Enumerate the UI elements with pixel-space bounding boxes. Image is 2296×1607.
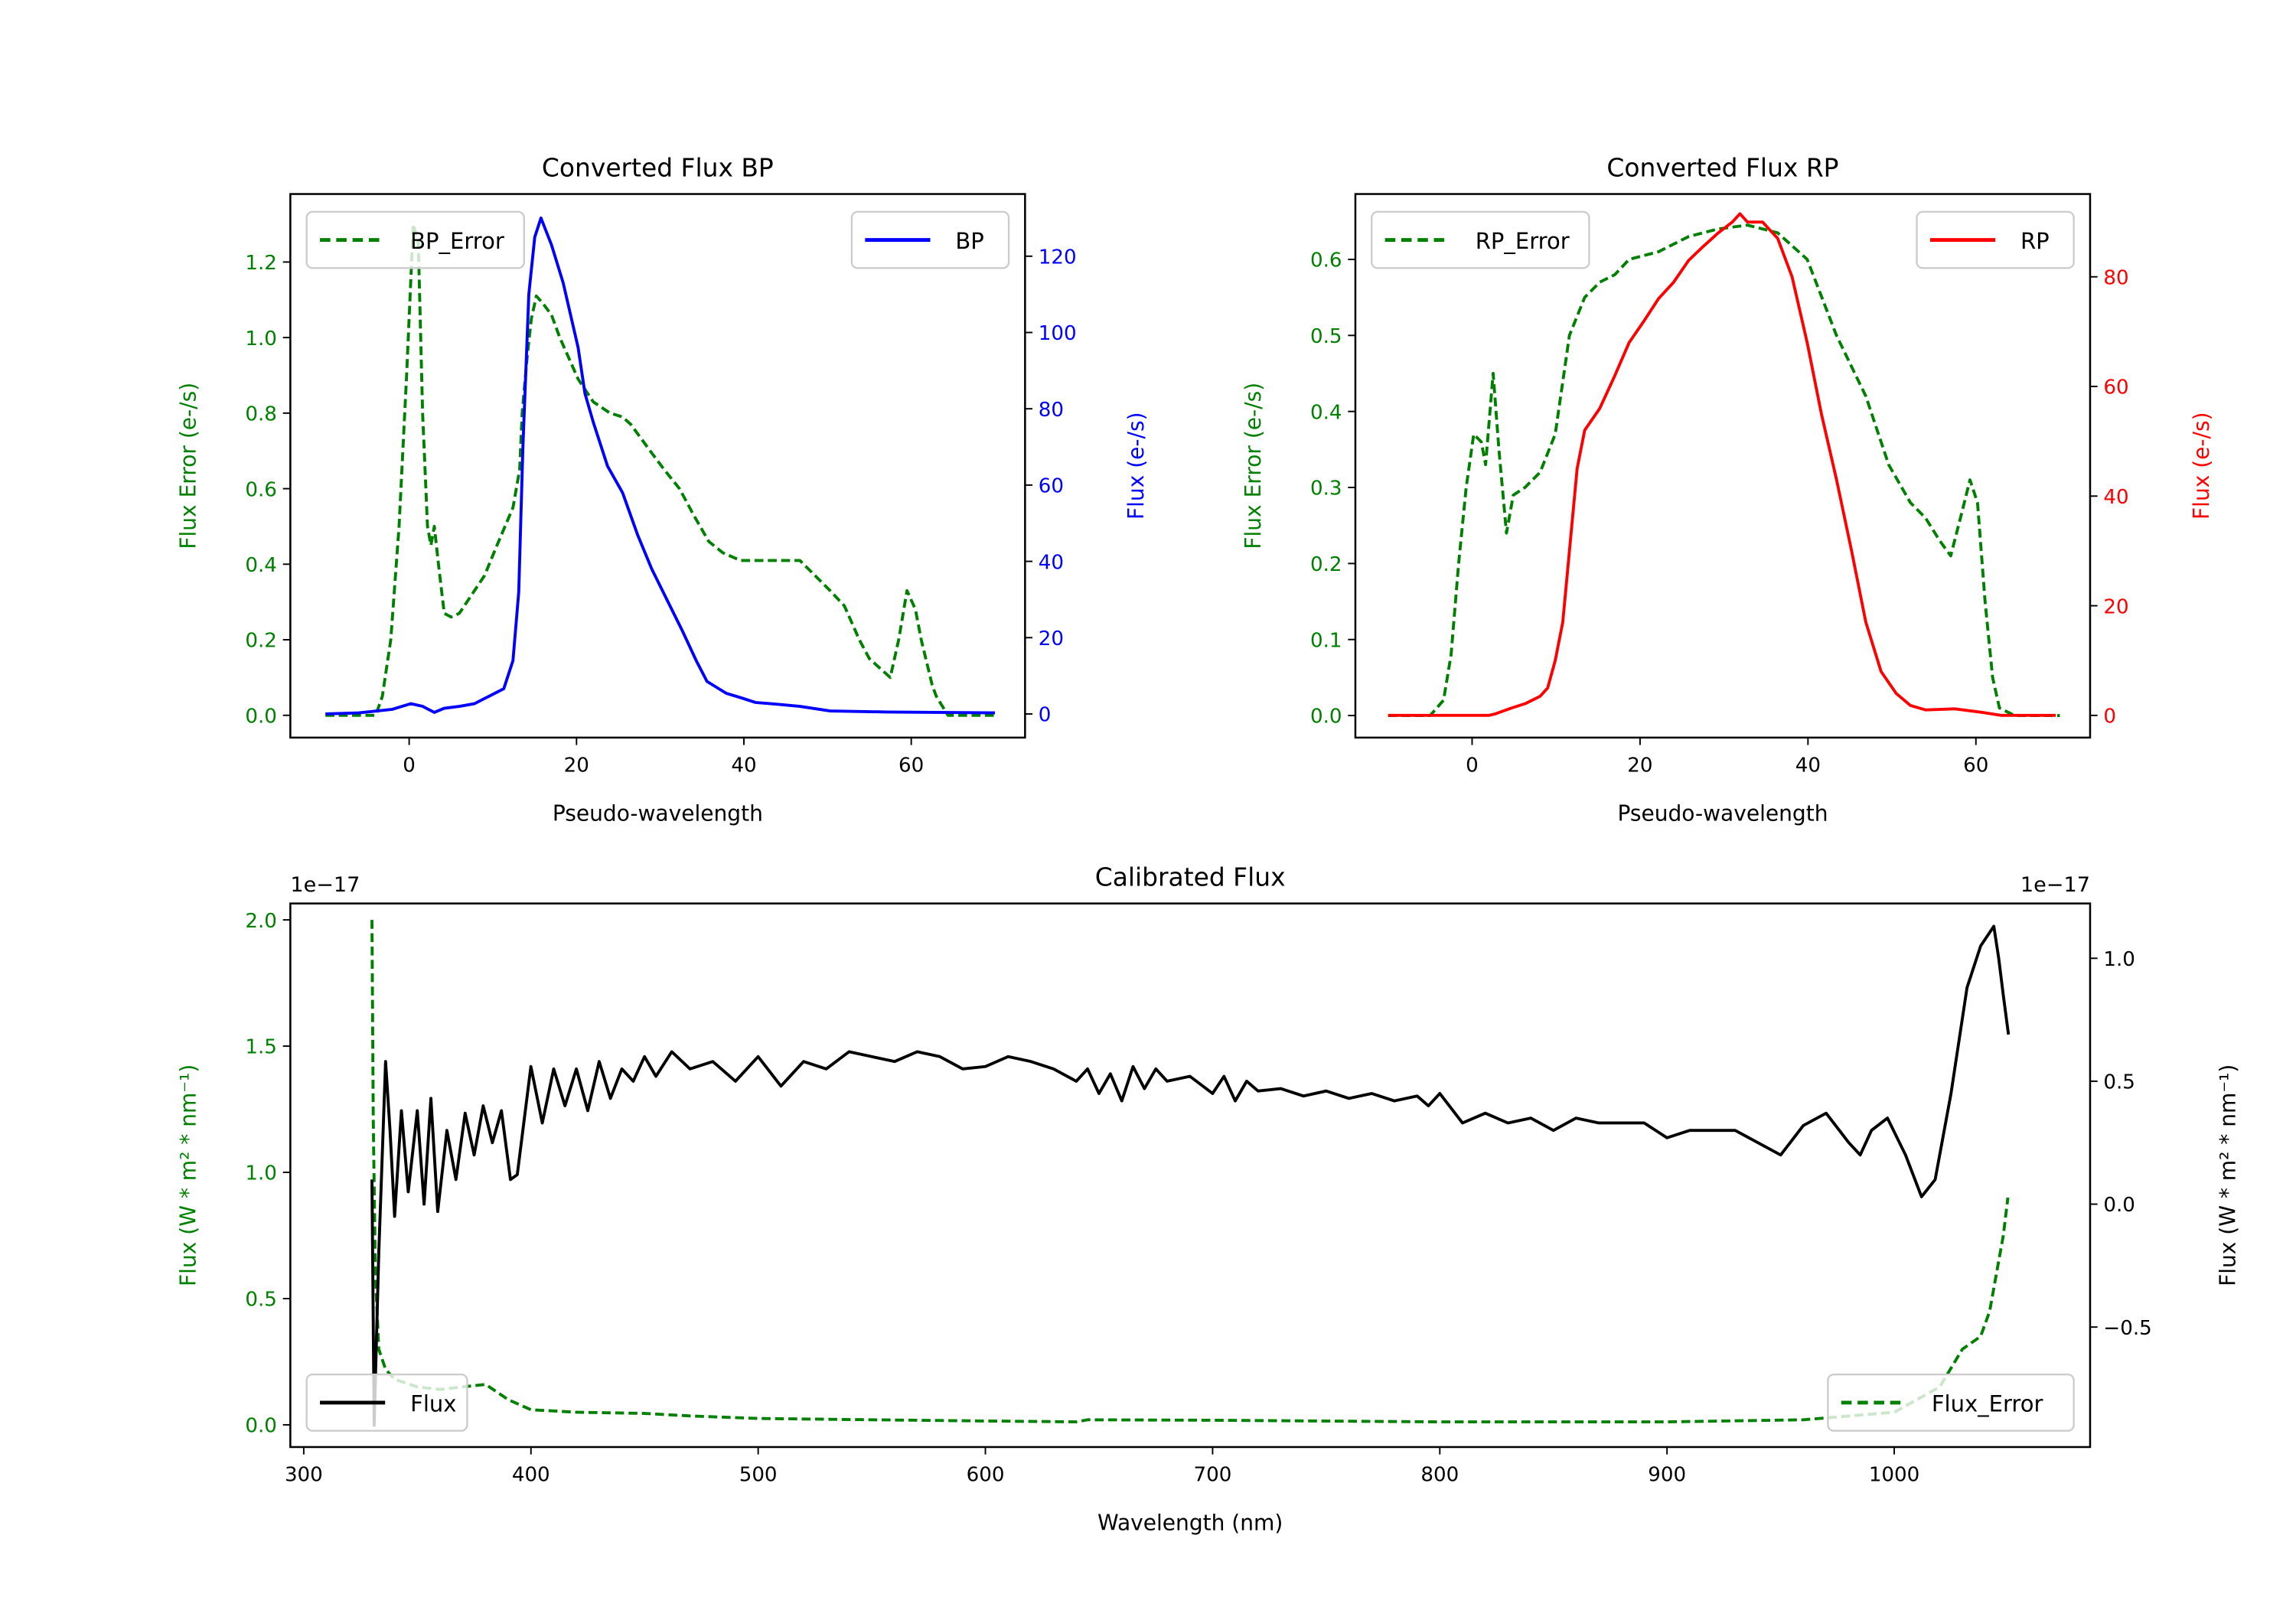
y-left-tick-label: 0.4: [1310, 401, 1342, 424]
y-left-tick-label: 1.5: [245, 1036, 277, 1059]
panel-rp: Converted Flux RP 0 20 40 60 Pseudo-wavelengt…: [1241, 152, 2214, 826]
legend-rp-error: RP_Error: [1371, 210, 1590, 269]
series-line-bp: [325, 216, 996, 715]
x-tick-label: 700: [1193, 1463, 1231, 1486]
y-left-tick-label: 0.5: [245, 1289, 277, 1312]
legend-rp: RP: [1916, 210, 2075, 269]
y-right-tick-label: 1.0: [2103, 948, 2135, 971]
y-left-tick-label: 1.0: [245, 328, 277, 350]
y-left-axis-label: Flux Error (e-/s): [1241, 383, 1266, 549]
y-right-tick-label: 20: [1039, 627, 1064, 650]
y-right-tick-label: 100: [1039, 322, 1077, 345]
legend-flux-error: Flux_Error: [1827, 1373, 2075, 1432]
series-line-rp-error: [1388, 223, 2060, 717]
y-right-tick-label: 60: [1039, 475, 1064, 498]
y-right-tick-label: 80: [1039, 399, 1064, 422]
y-left-tick-label: 0.4: [245, 554, 277, 577]
y-left-tick-label: 1.0: [245, 1162, 277, 1185]
y-left-tick-label: 0.0: [245, 1415, 277, 1438]
x-tick-label: 500: [739, 1463, 778, 1486]
legend-label: BP: [955, 228, 983, 254]
legend-label: RP: [2020, 228, 2050, 254]
legend-bp-error: BP_Error: [305, 210, 525, 269]
x-tick-label: 20: [1627, 754, 1652, 777]
x-tick-label: 300: [285, 1463, 323, 1486]
legend-box: [1371, 210, 1590, 269]
y-right-axis-label: Flux (e-/s): [2189, 412, 2214, 520]
x-tick-label: 0: [1466, 754, 1479, 777]
y-right-tick-label: 40: [1039, 551, 1064, 574]
legend-label: RP_Error: [1476, 228, 1570, 254]
y-left-tick-label: 0.2: [245, 630, 277, 653]
y-left-tick-label: 0.8: [245, 403, 277, 426]
x-tick-label: 40: [731, 754, 756, 777]
chart-title: Calibrated Flux: [1095, 862, 1286, 892]
y-right-offset-text: 1e−17: [2020, 873, 2090, 897]
y-right-tick-label: −0.5: [2103, 1317, 2151, 1340]
x-tick-label: 0: [403, 754, 416, 777]
y-right-tick-label: 120: [1039, 246, 1077, 269]
x-tick-label: 400: [512, 1463, 550, 1486]
axes-frame: [1354, 193, 2092, 739]
y-left-axis-label: Flux Error (e-/s): [175, 383, 201, 549]
y-right-tick-label: 0: [1039, 704, 1052, 727]
y-right-tick-label: 20: [2103, 595, 2128, 618]
legend-label: Flux: [410, 1391, 456, 1417]
x-axis-label: Wavelength (nm): [1097, 1510, 1283, 1535]
y-left-tick-label: 0.0: [245, 705, 277, 728]
y-left-tick-label: 1.2: [245, 252, 277, 275]
chart-title: Converted Flux BP: [542, 152, 774, 182]
y-right-tick-label: 60: [2103, 376, 2128, 399]
y-right-axis-label: Flux (W * m² * nm⁻¹): [2216, 1064, 2241, 1286]
series-line-flux: [370, 924, 2011, 1427]
legend-bp: BP: [850, 210, 1010, 269]
y-left-tick-label: 0.0: [1310, 706, 1342, 729]
y-left-tick-label: 0.5: [1310, 325, 1342, 348]
y-left-tick-label: 0.2: [1310, 553, 1342, 576]
x-tick-label: 20: [564, 754, 589, 777]
legend-box: [305, 210, 525, 269]
y-left-tick-label: 0.6: [1310, 249, 1342, 272]
axes-frame: [289, 902, 2092, 1449]
legend-label: Flux_Error: [1932, 1391, 2043, 1417]
y-right-axis-label: Flux (e-/s): [1124, 412, 1149, 520]
y-right-tick-label: 80: [2103, 266, 2128, 289]
legend-flux: Flux: [305, 1373, 468, 1432]
y-left-tick-label: 0.3: [1310, 478, 1342, 500]
series-line-rp: [1388, 212, 2056, 717]
x-tick-label: 40: [1795, 754, 1821, 777]
x-tick-label: 1000: [1869, 1463, 1919, 1486]
x-tick-label: 600: [967, 1463, 1005, 1486]
y-left-tick-label: 0.1: [1310, 629, 1342, 652]
legend-label: BP_Error: [410, 228, 504, 254]
y-right-tick-label: 0: [2103, 706, 2116, 729]
y-left-axis-label: Flux (W * m² * nm⁻¹): [175, 1064, 201, 1286]
y-left-tick-label: 0.6: [245, 478, 277, 501]
chart-title: Converted Flux RP: [1606, 152, 1838, 182]
y-right-tick-label: 40: [2103, 486, 2128, 509]
x-axis-label: Pseudo-wavelength: [1617, 800, 1828, 826]
x-tick-label: 900: [1648, 1463, 1686, 1486]
y-right-tick-label: 0.5: [2103, 1071, 2135, 1094]
axes-frame: [289, 193, 1026, 739]
y-left-offset-text: 1e−17: [290, 873, 360, 897]
panel-bp: Converted Flux BP 0 20 40 60 Pseudo-wavelengt…: [175, 152, 1149, 826]
legend-box: [305, 1373, 468, 1432]
x-tick-label: 60: [1963, 754, 1988, 777]
legend-box: [1827, 1373, 2075, 1432]
y-right-tick-label: 0.0: [2103, 1194, 2135, 1217]
panel-cal: Calibrated Flux 300 400 500 600 700 800 900 1000…: [175, 862, 2240, 1535]
y-left-tick-label: 2.0: [245, 910, 277, 933]
x-tick-label: 800: [1420, 1463, 1459, 1486]
x-tick-label: 60: [899, 754, 924, 777]
x-axis-label: Pseudo-wavelength: [553, 800, 763, 826]
